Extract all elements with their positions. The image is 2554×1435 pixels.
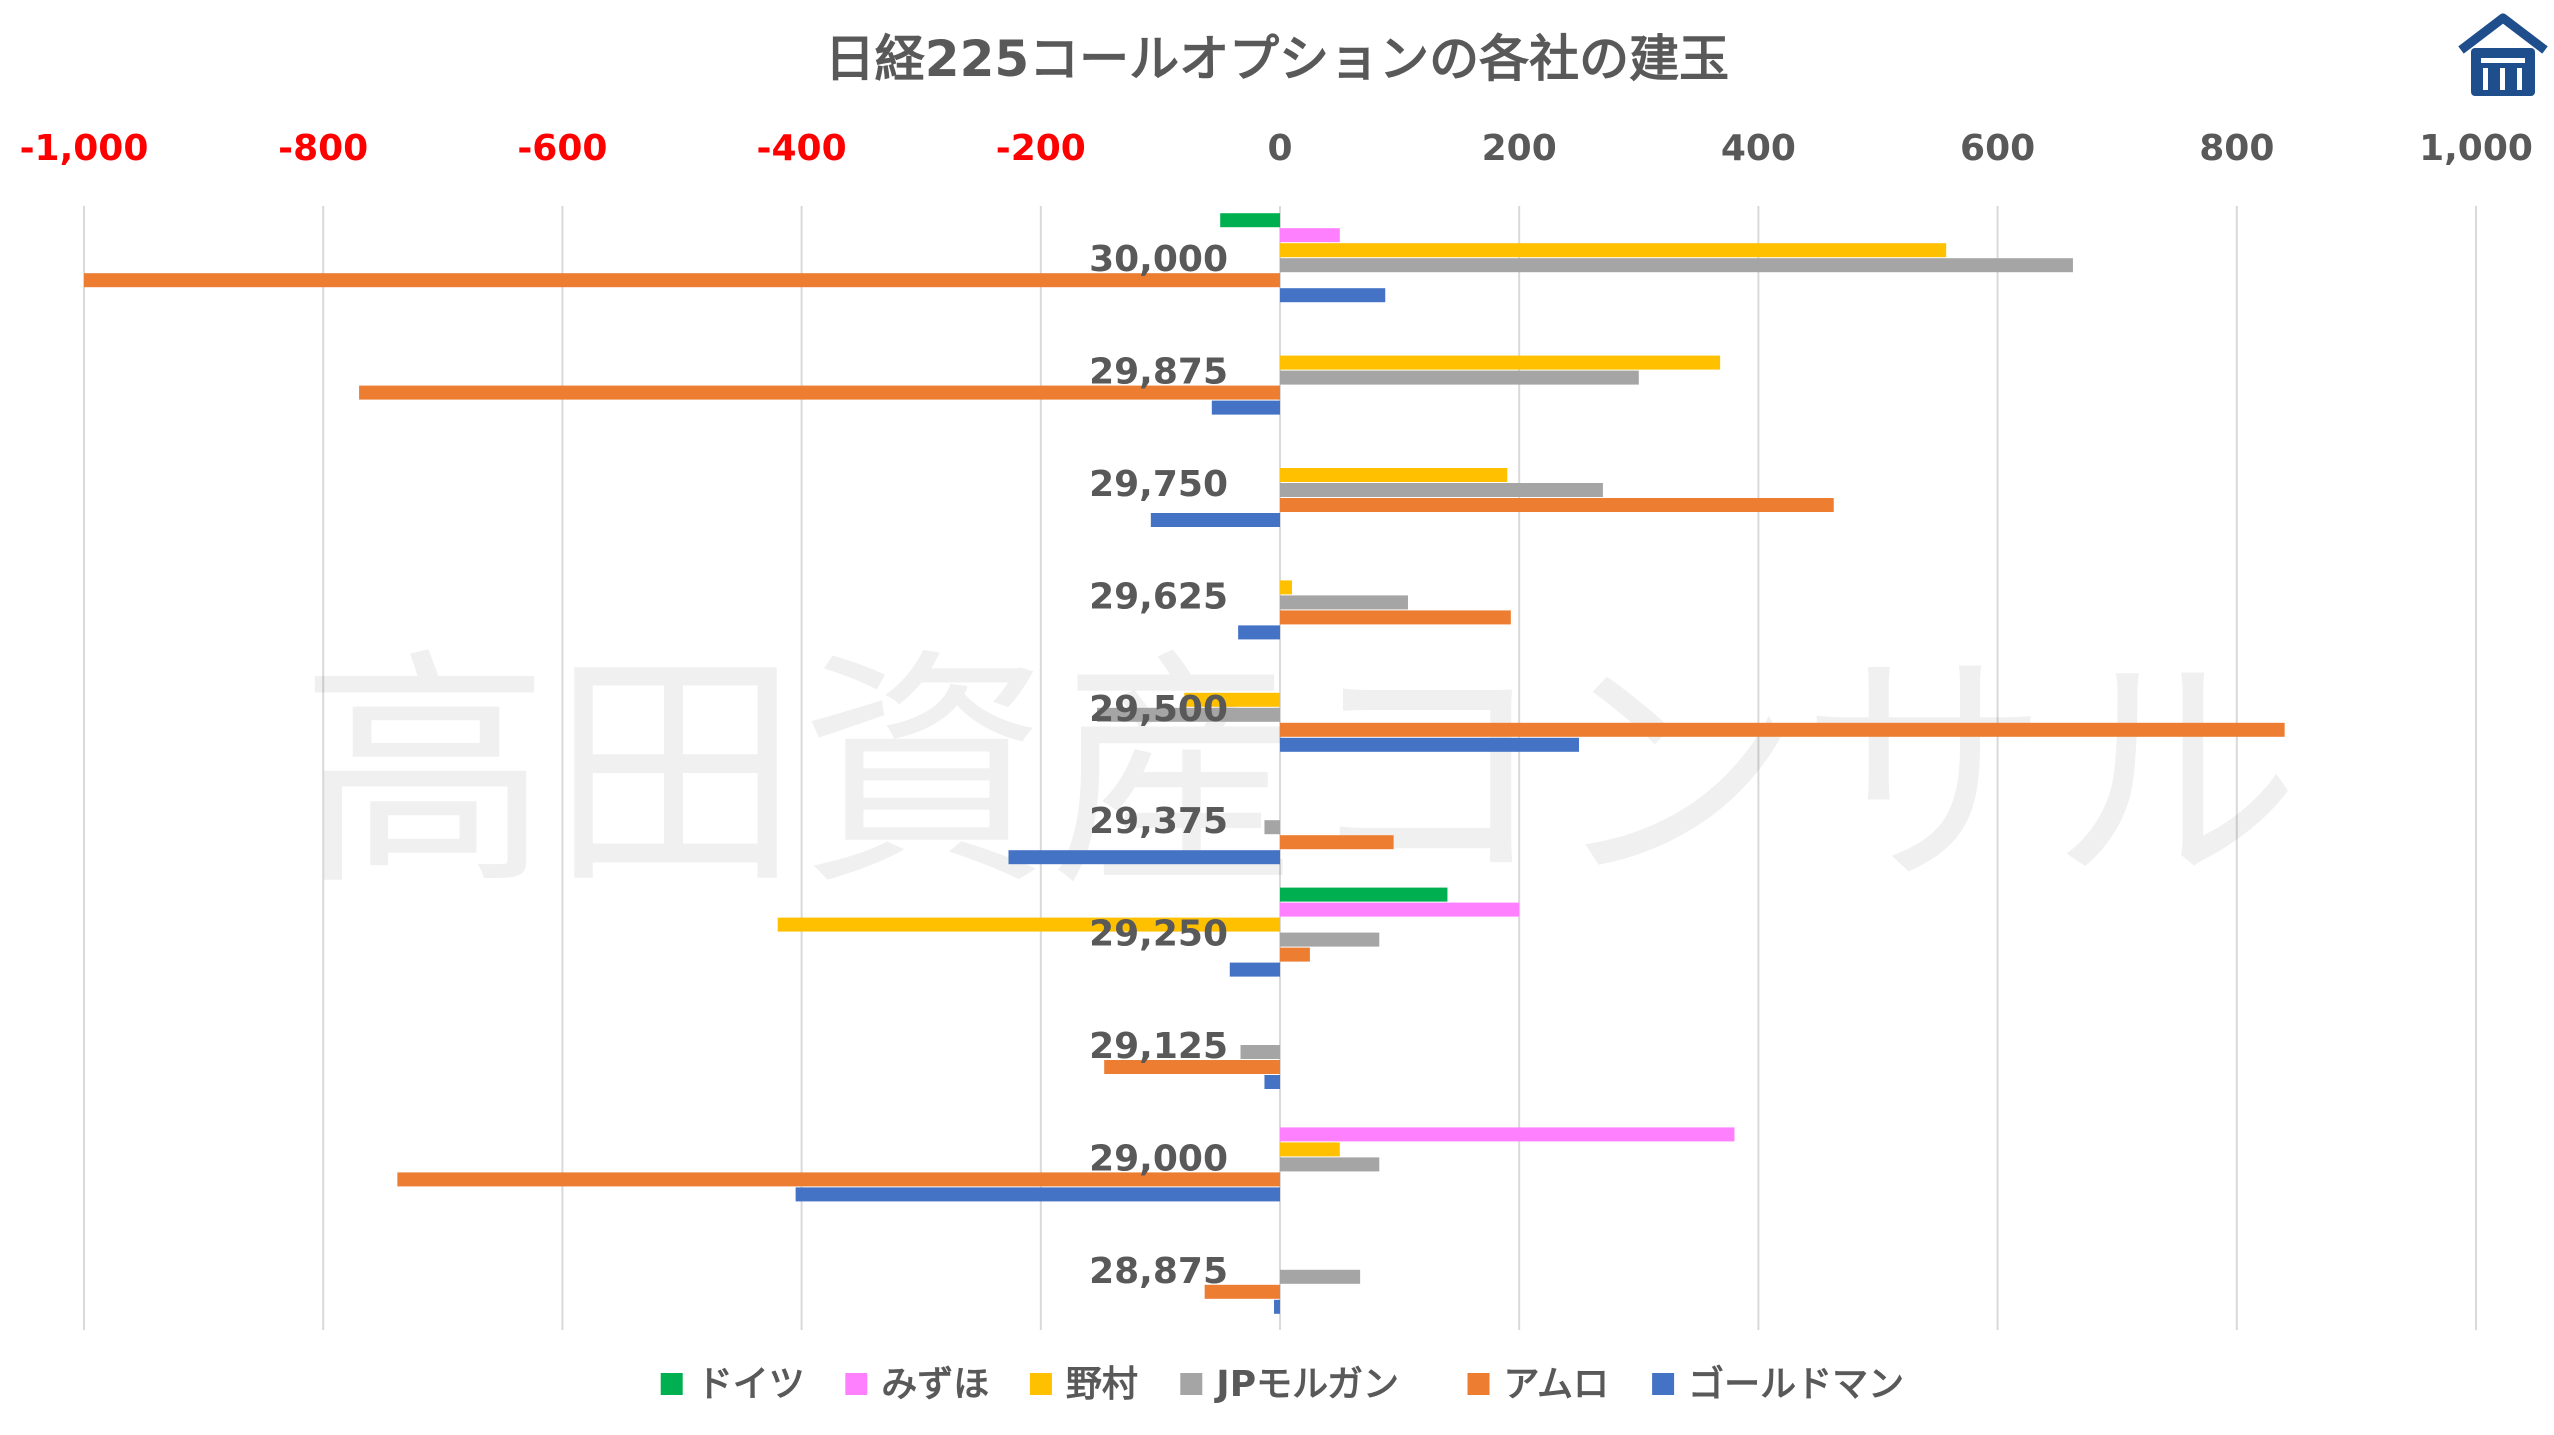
bar [1280,902,1520,917]
x-tick-label: -1,000 [20,128,149,169]
bar [1280,228,1340,243]
x-tick-label: 600 [1960,128,2035,169]
bar [1229,962,1280,977]
bar [397,1172,1280,1187]
legend: ドイツ みずほ 野村 JPモルガン アムロ ゴールドマン [660,1363,1904,1405]
bar [1280,887,1448,902]
bar [1280,1157,1380,1172]
bar [1104,1060,1280,1074]
legend-label: ゴールドマン [1688,1363,1904,1405]
bar [1211,400,1280,415]
x-tick-label: 800 [2199,128,2274,169]
bar [1280,243,1947,258]
bar [1280,610,1511,625]
bar [1238,625,1280,640]
legend-label: ドイツ [697,1364,805,1405]
x-tick-label: -200 [996,128,1086,169]
legend-swatch [1029,1373,1052,1395]
category-label: 29,125 [1089,1026,1228,1067]
category-label: 29,250 [1089,914,1228,955]
x-tick-label: -400 [757,128,847,169]
bar [1280,370,1639,385]
category-label: 29,000 [1089,1138,1228,1179]
bar [1280,1269,1361,1284]
legend-swatch [660,1373,683,1395]
bar [795,1187,1280,1202]
bar [1280,722,2285,737]
bar [1274,1299,1280,1314]
legend-swatch [1467,1373,1490,1395]
category-label: 29,375 [1089,801,1228,842]
legend-label: アムロ [1504,1364,1609,1405]
bar [1280,498,1834,512]
bar [1280,580,1292,595]
legend-label: みずほ [881,1364,989,1405]
bar [1008,850,1280,865]
legend-swatch [1652,1373,1675,1395]
bar [1097,707,1280,722]
legend-label: JPモルガン [1213,1364,1399,1405]
x-tick-label: 400 [1721,128,1796,169]
bar [1280,932,1380,947]
bar [1280,258,2073,273]
bar [1184,692,1280,707]
legend-label: 野村 [1066,1364,1138,1405]
legend-swatch [845,1373,868,1395]
category-label: 28,875 [1089,1251,1228,1292]
category-label: 29,500 [1089,689,1228,730]
x-tick-label: -800 [278,128,368,169]
house-logo-icon [2458,13,2548,96]
bar [1280,483,1603,497]
bar [1280,468,1508,482]
bar [1280,1142,1340,1157]
x-tick-label: 0 [1267,128,1292,169]
bar [1280,355,1721,370]
bar [1220,213,1280,228]
bar [777,917,1280,932]
legend-swatch [1180,1373,1203,1395]
bar [1264,1075,1280,1089]
bar [359,385,1281,400]
x-tick-label: -600 [517,128,607,169]
bar [1280,947,1310,962]
category-label: 29,625 [1089,576,1228,617]
x-axis-ticks: -1,000 -800 -600 -400 -200 0 200 400 600 800 1,000 [20,128,2533,169]
x-tick-label: 1,000 [2419,128,2533,169]
bar [1240,1045,1280,1059]
bar [1150,513,1280,527]
bar [1204,1284,1280,1299]
bar [1264,820,1280,835]
watermark: 高田資産コンサル [300,628,2300,919]
bar [84,273,1280,288]
chart-title: 日経225コールオプションの各社の建玉 [825,30,1729,88]
category-label: 29,750 [1089,464,1228,505]
category-labels: 30,000 29,875 29,750 29,625 29,500 29,375 29,2… [1089,239,1228,1292]
x-tick-label: 200 [1482,128,1557,169]
category-label: 29,875 [1089,352,1228,393]
bar [1280,288,1386,303]
bar [1280,835,1394,850]
category-label: 30,000 [1089,239,1228,280]
bars [84,213,2285,1314]
bar [1280,595,1408,610]
bar [1280,1127,1735,1142]
bar [1280,737,1579,752]
